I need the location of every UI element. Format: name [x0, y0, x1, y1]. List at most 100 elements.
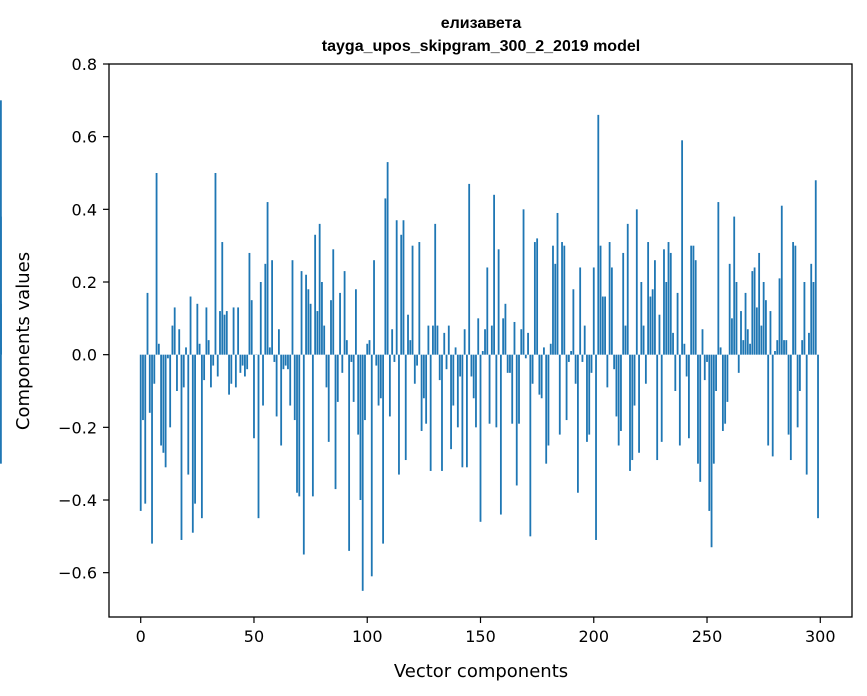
- y-tick-label: 0.2: [72, 273, 97, 292]
- bar: [758, 252, 761, 355]
- bar: [248, 252, 251, 355]
- bar: [377, 354, 380, 406]
- bar: [497, 249, 500, 355]
- bar: [171, 325, 174, 355]
- bar: [468, 183, 471, 355]
- bar: [273, 354, 276, 362]
- y-axis-label: Components values: [13, 252, 34, 430]
- bar: [735, 282, 738, 355]
- bar: [563, 245, 566, 355]
- bar: [341, 354, 344, 373]
- bar: [651, 289, 654, 355]
- bar: [577, 354, 579, 493]
- bar: [706, 354, 708, 362]
- bar: [409, 340, 412, 355]
- bar: [384, 198, 387, 355]
- bar: [266, 202, 269, 355]
- bar: [463, 329, 466, 355]
- bar: [669, 252, 672, 355]
- bar: [447, 325, 450, 355]
- bar: [352, 354, 355, 402]
- bar: [631, 354, 634, 461]
- bar: [375, 354, 378, 366]
- y-tick-label: −0.4: [58, 491, 97, 510]
- bar: [205, 307, 208, 355]
- bar: [425, 354, 428, 424]
- bar: [556, 212, 559, 355]
- bar: [486, 267, 489, 355]
- bar: [547, 354, 550, 446]
- bar: [801, 340, 804, 355]
- bar: [343, 271, 346, 355]
- bar: [268, 347, 271, 355]
- bar: [345, 340, 348, 355]
- bar: [194, 354, 196, 504]
- bar: [783, 340, 785, 355]
- bar: [595, 354, 597, 540]
- bar: [808, 332, 810, 355]
- bar: [219, 311, 221, 355]
- bar: [0, 100, 2, 355]
- bar: [298, 354, 301, 497]
- bar: [561, 242, 563, 355]
- bar: [164, 354, 167, 468]
- bar: [461, 354, 464, 468]
- bar: [515, 354, 518, 486]
- x-axis-label: Vector components: [394, 661, 568, 682]
- bar: [649, 296, 652, 355]
- bar: [599, 245, 602, 355]
- bar: [402, 220, 405, 355]
- bar: [212, 354, 215, 366]
- bar: [436, 325, 439, 355]
- bar: [708, 354, 711, 511]
- bar: [493, 194, 495, 355]
- bar: [518, 354, 520, 424]
- bar: [162, 354, 165, 453]
- bar: [765, 300, 767, 355]
- bar: [355, 289, 357, 355]
- bar: [504, 303, 507, 355]
- bar: [330, 300, 332, 355]
- bar: [296, 354, 298, 493]
- bar: [142, 354, 144, 421]
- bar: [246, 354, 249, 370]
- bar: [674, 354, 677, 391]
- bar: [742, 340, 745, 355]
- bar: [780, 205, 783, 355]
- bar: [697, 354, 699, 464]
- bar: [382, 354, 384, 544]
- bar: [262, 354, 264, 406]
- bar: [234, 354, 237, 388]
- bar: [438, 354, 441, 381]
- bar: [617, 354, 620, 446]
- bar: [597, 114, 600, 355]
- bar: [350, 354, 353, 362]
- y-tick-label: −0.2: [58, 418, 97, 437]
- bar: [762, 282, 765, 355]
- bar: [527, 332, 529, 355]
- bar: [771, 354, 774, 457]
- bar: [454, 347, 457, 355]
- bar: [785, 340, 788, 355]
- bar: [481, 351, 484, 355]
- bar: [574, 354, 577, 384]
- bar: [257, 354, 260, 519]
- bar: [592, 267, 595, 355]
- bar: [543, 347, 545, 355]
- chart-subtitle: tayga_upos_skipgram_300_2_2019 model: [322, 38, 640, 55]
- bar: [228, 354, 230, 395]
- bar: [583, 325, 586, 355]
- bar: [586, 354, 588, 442]
- bar: [529, 354, 532, 537]
- bar: [185, 347, 187, 355]
- bar: [789, 354, 792, 461]
- bar: [275, 354, 278, 417]
- bar: [466, 354, 468, 468]
- bar: [282, 354, 285, 370]
- x-tick-label: 250: [692, 627, 723, 646]
- bar: [239, 354, 242, 373]
- bar: [207, 340, 210, 355]
- bar: [200, 354, 203, 519]
- bar: [751, 271, 754, 355]
- bar: [536, 238, 539, 355]
